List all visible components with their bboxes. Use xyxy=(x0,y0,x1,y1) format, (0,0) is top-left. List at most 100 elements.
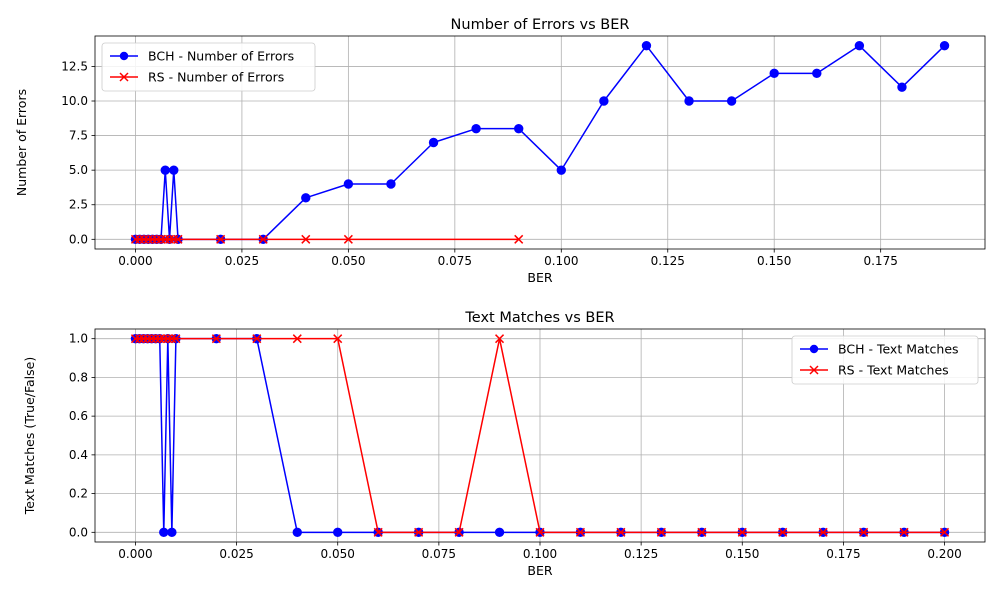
data-point-marker xyxy=(135,234,145,244)
y-axis-label: Number of Errors xyxy=(14,89,29,196)
y-tick-label: 5.0 xyxy=(69,163,88,177)
data-point-marker xyxy=(152,234,162,244)
data-point-marker xyxy=(812,68,822,79)
legend: BCH - Text Matches RS - Text Matches xyxy=(791,335,979,385)
legend-marker xyxy=(809,365,819,375)
data-point-marker xyxy=(301,234,311,244)
data-point-marker xyxy=(159,527,169,538)
legend: BCH - Number of Errors RS - Number of Err… xyxy=(101,42,316,92)
x-tick-label: 0.000 xyxy=(118,254,152,268)
x-tick-label: 0.200 xyxy=(927,547,961,561)
legend-marker xyxy=(119,72,129,82)
data-point-marker xyxy=(169,234,179,244)
data-point-marker xyxy=(333,334,343,344)
y-axis-label: Text Matches (True/False) xyxy=(22,357,37,515)
y-tick-label: 0.6 xyxy=(69,409,88,423)
data-point-marker xyxy=(163,334,173,344)
data-point-marker xyxy=(169,165,179,175)
data-point-marker xyxy=(414,527,424,537)
x-tick-label: 0.025 xyxy=(219,547,253,561)
legend-entry-label: RS - Text Matches xyxy=(838,363,949,378)
legend-entry-label: BCH - Number of Errors xyxy=(148,49,294,64)
data-point-marker xyxy=(897,82,907,92)
data-point-marker xyxy=(656,527,666,537)
data-point-marker xyxy=(641,40,652,51)
data-point-marker xyxy=(343,179,354,189)
data-point-marker xyxy=(386,179,396,189)
data-point-marker xyxy=(292,334,302,344)
data-point-marker xyxy=(130,334,140,344)
data-point-marker xyxy=(343,234,353,244)
chart-2: 0.000 0.025 0.050 0.075 0.100 0.125 0.150 0.175… xyxy=(22,310,986,578)
data-point-marker xyxy=(134,334,145,344)
legend-marker xyxy=(119,51,129,61)
data-point-marker xyxy=(514,234,524,244)
data-point-marker xyxy=(684,96,694,106)
y-tick-label: 0.0 xyxy=(69,525,88,539)
data-point-marker xyxy=(535,527,545,537)
data-point-marker xyxy=(159,334,169,344)
data-point-marker xyxy=(292,527,302,538)
y-tick-label: 12.5 xyxy=(61,59,88,73)
legend-entry-label: BCH - Text Matches xyxy=(838,342,959,357)
data-point-marker xyxy=(818,527,828,537)
data-point-marker xyxy=(155,334,165,344)
data-point-marker xyxy=(778,527,788,537)
x-tick-label: 0.050 xyxy=(331,254,365,268)
y-tick-label: 0.0 xyxy=(69,232,88,246)
x-tick-label: 0.150 xyxy=(757,254,791,268)
chart-title: Text Matches vs BER xyxy=(464,310,614,326)
data-point-marker xyxy=(160,234,170,244)
legend-box xyxy=(101,42,316,92)
series-2 xyxy=(130,334,950,537)
y-tick-label: 10.0 xyxy=(61,94,88,108)
data-point-marker xyxy=(495,334,505,344)
x-tick-label: 0.100 xyxy=(544,254,578,268)
legend-box xyxy=(791,335,979,385)
data-point-marker xyxy=(726,96,737,106)
x-tick-label: 0.125 xyxy=(624,547,658,561)
data-point-marker xyxy=(216,234,226,244)
data-point-marker xyxy=(854,40,865,51)
data-point-marker xyxy=(139,234,149,244)
data-point-marker xyxy=(556,165,566,175)
axes-frame xyxy=(94,35,986,250)
data-point-marker xyxy=(164,234,175,244)
data-point-marker xyxy=(151,334,161,344)
data-point-marker xyxy=(333,527,343,538)
data-point-marker xyxy=(156,234,166,244)
x-axis-label: BER xyxy=(527,563,552,578)
data-point-marker xyxy=(143,234,153,244)
data-point-marker xyxy=(160,165,170,175)
y-tick-label: 7.5 xyxy=(69,129,88,143)
x-tick-label: 0.025 xyxy=(225,254,259,268)
chart-title: Number of Errors vs BER xyxy=(451,17,630,33)
data-point-marker xyxy=(471,123,481,134)
x-tick-label: 0.100 xyxy=(523,547,557,561)
data-point-marker xyxy=(301,193,311,203)
data-point-marker xyxy=(167,334,177,344)
data-point-marker xyxy=(143,334,153,344)
data-point-marker xyxy=(428,137,439,148)
data-point-marker xyxy=(130,234,140,244)
x-tick-label: 0.075 xyxy=(438,254,472,268)
data-point-marker xyxy=(173,234,183,244)
data-point-marker xyxy=(769,68,779,79)
data-point-marker xyxy=(147,334,157,344)
data-point-marker xyxy=(454,527,464,537)
data-point-marker xyxy=(147,234,158,244)
data-point-marker xyxy=(697,527,707,537)
data-point-marker xyxy=(616,527,626,537)
x-axis-label: BER xyxy=(527,270,552,285)
data-point-marker xyxy=(899,527,909,537)
x-tick-label: 0.075 xyxy=(422,547,456,561)
x-tick-label: 0.175 xyxy=(826,547,860,561)
y-tick-label: 1.0 xyxy=(69,332,88,346)
x-tick-label: 0.050 xyxy=(321,547,355,561)
y-tick-label: 0.2 xyxy=(69,487,88,501)
data-point-marker xyxy=(514,123,524,134)
data-point-marker xyxy=(599,96,609,106)
data-point-marker xyxy=(252,334,262,344)
y-tick-label: 0.8 xyxy=(69,370,88,384)
legend-marker xyxy=(809,344,819,354)
